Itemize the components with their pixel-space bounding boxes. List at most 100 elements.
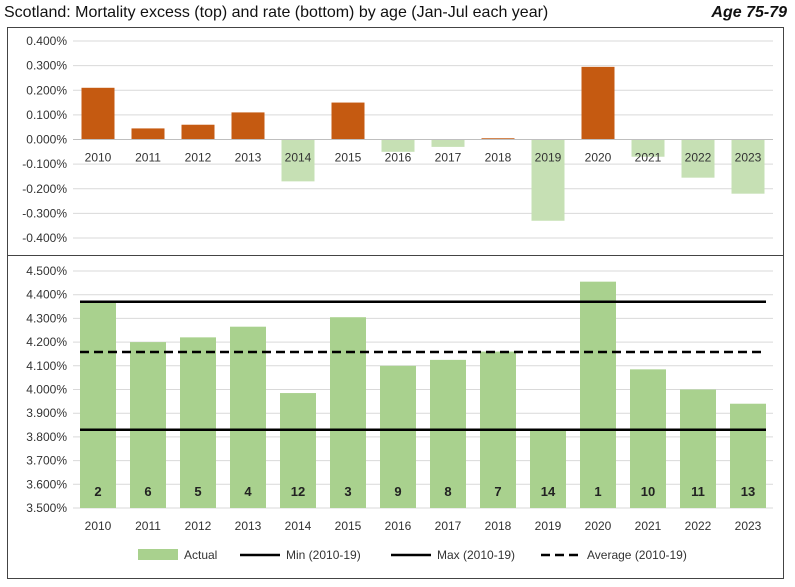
x-tick-label: 2018: [485, 151, 512, 165]
rank-label: 5: [194, 484, 201, 499]
y-tick-label: -0.300%: [22, 206, 67, 220]
age-label: Age 75-79: [711, 4, 787, 21]
y-tick-label: 0.100%: [26, 108, 67, 122]
y-tick-label: 4.300%: [26, 311, 67, 325]
y-tick-label: 4.500%: [26, 264, 67, 278]
rank-label: 10: [641, 484, 655, 499]
legend-label: Min (2010-19): [286, 548, 361, 562]
y-tick-label: -0.200%: [22, 182, 67, 196]
rank-label: 13: [741, 484, 755, 499]
excess-bar: [381, 139, 415, 152]
y-tick-label: 3.700%: [26, 454, 67, 468]
rank-label: 4: [244, 484, 252, 499]
rate-bar: [530, 429, 566, 508]
excess-bar: [481, 138, 515, 140]
x-tick-label: 2015: [335, 519, 362, 533]
x-tick-label: 2018: [485, 519, 512, 533]
x-tick-label: 2013: [235, 151, 262, 165]
excess-bar: [431, 139, 465, 147]
x-tick-label: 2010: [85, 151, 112, 165]
excess-bar: [231, 112, 265, 140]
rank-label: 11: [691, 484, 705, 499]
y-tick-label: 0.000%: [26, 133, 67, 147]
chart-title: Scotland: Mortality excess (top) and rat…: [4, 4, 549, 21]
excess-bar: [581, 66, 615, 140]
rank-label: 8: [444, 484, 451, 499]
rate-bar: [180, 337, 216, 508]
rank-label: 7: [494, 484, 501, 499]
excess-bar: [331, 102, 365, 140]
excess-bar: [281, 139, 315, 182]
excess-bar: [131, 128, 165, 140]
rate-bar: [630, 369, 666, 508]
y-tick-label: 4.100%: [26, 359, 67, 373]
excess-bar: [731, 139, 765, 194]
x-tick-label: 2016: [385, 151, 412, 165]
rate-bar: [330, 317, 366, 508]
y-tick-label: 3.900%: [26, 406, 67, 420]
x-tick-label: 2017: [435, 519, 462, 533]
y-tick-label: 0.300%: [26, 59, 67, 73]
rank-label: 9: [394, 484, 401, 499]
rate-bar: [230, 326, 266, 508]
legend-swatch-actual: [138, 549, 178, 560]
rate-bar: [680, 389, 716, 508]
x-tick-label: 2013: [235, 519, 262, 533]
x-tick-label: 2012: [185, 519, 212, 533]
rank-label: 6: [144, 484, 151, 499]
excess-chart: 0.400% 0.300% 0.200% 0.100% 0.000% -0.100% -0.…: [22, 34, 773, 245]
rate-chart-panel: 4.500% 4.400% 4.300% 4.200% 4.100% 4.000% 3.90…: [7, 255, 784, 579]
rank-label: 14: [541, 484, 556, 499]
y-tick-label: 0.200%: [26, 83, 67, 97]
y-tick-label: 3.800%: [26, 430, 67, 444]
rate-bar: [80, 301, 116, 508]
x-tick-label: 2023: [735, 151, 762, 165]
x-tick-label: 2021: [635, 519, 662, 533]
excess-chart-panel: 0.400% 0.300% 0.200% 0.100% 0.000% -0.100% -0.…: [7, 27, 784, 256]
y-tick-label: 4.200%: [26, 335, 67, 349]
rate-bar: [730, 403, 766, 508]
x-tick-label: 2011: [135, 519, 161, 533]
y-tick-label: 4.000%: [26, 383, 67, 397]
x-tick-label: 2020: [585, 151, 612, 165]
x-tick-label: 2023: [735, 519, 762, 533]
x-tick-label: 2014: [285, 151, 312, 165]
x-tick-label: 2020: [585, 519, 612, 533]
y-tick-label: 3.600%: [26, 477, 67, 491]
rate-chart: 4.500% 4.400% 4.300% 4.200% 4.100% 4.000% 3.90…: [26, 264, 773, 562]
excess-bar: [681, 139, 715, 178]
y-tick-label: 3.500%: [26, 501, 67, 515]
x-tick-label: 2014: [285, 519, 312, 533]
excess-bar: [181, 124, 215, 140]
y-tick-label: 4.400%: [26, 288, 67, 302]
rank-label: 3: [344, 484, 351, 499]
x-tick-label: 2011: [135, 151, 161, 165]
legend-label: Average (2010-19): [587, 548, 687, 562]
rank-label: 12: [291, 484, 305, 499]
legend-label: Max (2010-19): [437, 548, 515, 562]
y-tick-label: -0.100%: [22, 157, 67, 171]
x-tick-label: 2019: [535, 519, 562, 533]
x-tick-label: 2016: [385, 519, 412, 533]
x-tick-label: 2022: [685, 151, 712, 165]
rank-label: 2: [94, 484, 101, 499]
x-tick-label: 2012: [185, 151, 212, 165]
rate-bar: [380, 365, 416, 508]
excess-bar: [531, 139, 565, 221]
y-tick-label: 0.400%: [26, 34, 67, 48]
x-tick-label: 2017: [435, 151, 462, 165]
x-tick-label: 2015: [335, 151, 362, 165]
rate-bar: [580, 281, 616, 508]
x-tick-label: 2021: [635, 151, 662, 165]
x-tick-label: 2010: [85, 519, 112, 533]
y-tick-label: -0.400%: [22, 231, 67, 245]
rate-bar: [130, 342, 166, 508]
x-tick-label: 2022: [685, 519, 712, 533]
legend-label: Actual: [184, 548, 217, 562]
rank-label: 1: [594, 484, 601, 499]
x-tick-label: 2019: [535, 151, 562, 165]
excess-bar: [631, 139, 665, 157]
rate-bar: [280, 393, 316, 508]
excess-bar: [81, 87, 115, 140]
rate-bar: [430, 359, 466, 508]
